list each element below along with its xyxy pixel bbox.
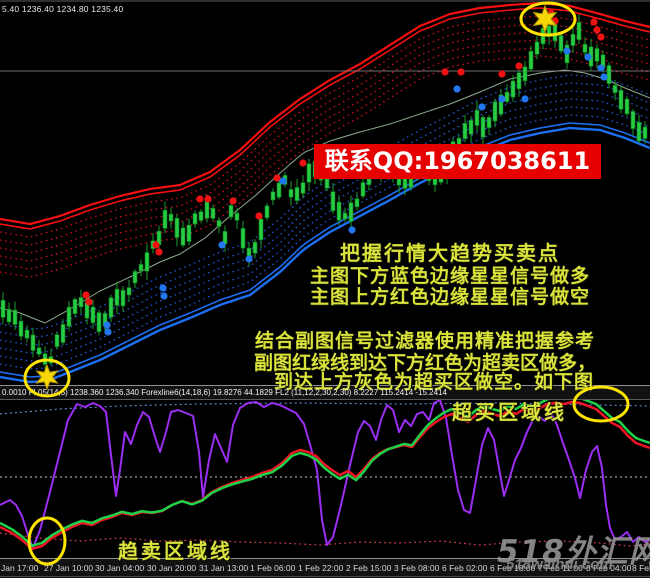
axis-time-label: 8 Feb 21:00 bbox=[632, 563, 650, 573]
oscillator-panel bbox=[0, 400, 650, 551]
watermark-site-name: 518外汇网 bbox=[497, 534, 650, 570]
sell-signal-dot bbox=[299, 159, 307, 167]
annotation-filter-line3: 到达上方灰色为超买区做空。如下图 bbox=[273, 371, 594, 393]
axis-time-label: 6 Feb 02:00 bbox=[442, 563, 488, 573]
lower-band-outer-line bbox=[0, 126, 650, 384]
sell-signal-dot bbox=[551, 17, 559, 25]
axis-time-label: Jan 17:00 bbox=[1, 563, 39, 573]
axis-time-label: 6 Feb 18:00 bbox=[490, 563, 536, 573]
annotation-filter-line2: 副图红绿线到达下方红色为超卖区做多， bbox=[253, 352, 596, 374]
sell-signal-dot bbox=[597, 33, 605, 41]
ohlc-readout: 5.40 1236.40 1234.80 1235.40 bbox=[2, 4, 124, 14]
buy-signal-dot bbox=[218, 241, 226, 249]
buy-signal-dot bbox=[597, 64, 605, 72]
sell-signal-dot bbox=[204, 195, 212, 203]
indicator-values-text: 0.0010 FL05(14,5) 1238.360 1236.340 Fore… bbox=[2, 388, 447, 397]
buy-signal-dot bbox=[103, 321, 111, 329]
buy-signal-dot bbox=[160, 292, 168, 300]
axis-time-label: 1 Feb 06:00 bbox=[250, 563, 296, 573]
oscillator-purple-line bbox=[0, 400, 650, 549]
buy-signal-dot bbox=[104, 328, 112, 336]
sell-signal-dot bbox=[85, 298, 93, 306]
indicator-status-strip bbox=[0, 385, 650, 400]
sell-signal-dot bbox=[590, 18, 598, 26]
sell-signal-dot bbox=[273, 174, 281, 182]
sell-signal-dot bbox=[441, 68, 449, 76]
axis-time-label: 3 Feb 08:00 bbox=[394, 563, 440, 573]
time-axis-strip: Jan 17:00 27 Jan 10:00 30 Jan 04:00 30 Jan … bbox=[0, 558, 650, 578]
oversold-threshold-line bbox=[0, 532, 650, 547]
buy-signal-dot bbox=[245, 255, 253, 263]
sell-signal-dot bbox=[515, 62, 523, 70]
axis-time-label: 7 Feb 11:00 bbox=[538, 563, 583, 573]
oscillator-green-line bbox=[0, 400, 650, 547]
axis-time-label: 1 Feb 22:00 bbox=[298, 563, 344, 573]
sell-signal-dot bbox=[196, 195, 204, 203]
candlesticks bbox=[0, 14, 648, 372]
annotation-filter-line1: 结合副图信号过滤器使用精准把握参考 bbox=[254, 330, 595, 352]
axis-time-label: 27 Jan 10:00 bbox=[44, 563, 94, 573]
buy-signal-dot bbox=[348, 226, 356, 234]
window-top-edge bbox=[0, 0, 650, 2]
sell-signal-dot bbox=[255, 212, 263, 220]
axis-time-label: 30 Jan 04:00 bbox=[95, 563, 145, 573]
buy-signal-dot bbox=[279, 177, 287, 185]
sell-signal-dot bbox=[82, 291, 90, 299]
watermark-site-url: 518waihui.com bbox=[506, 556, 613, 573]
buy-signal-dot bbox=[159, 284, 167, 292]
qq-contact-banner: 联系QQ:1967038611 bbox=[314, 144, 601, 179]
axis-time-label: 8 Feb 04:00 bbox=[586, 563, 632, 573]
annotation-trend-line1: 把握行情大趋势买卖点 bbox=[340, 241, 560, 265]
sell-signal-dot bbox=[152, 241, 160, 249]
annotation-buy-signal-line: 主图下方蓝色边缘星星信号做多 bbox=[309, 265, 590, 287]
sell-signal-dot bbox=[498, 70, 506, 78]
sell-signal-dot bbox=[547, 9, 555, 17]
buy-signal-dot bbox=[563, 47, 571, 55]
axis-time-label: 2 Feb 15:00 bbox=[346, 563, 392, 573]
overbought-zone-label: 超买区域线 bbox=[452, 400, 567, 424]
buy-signal-dot bbox=[521, 95, 529, 103]
buy-signal-dot bbox=[600, 73, 608, 81]
oversold-zone-label: 趋卖区域线 bbox=[118, 539, 233, 563]
sell-signal-dot bbox=[155, 248, 163, 256]
signal-dots bbox=[82, 9, 608, 336]
axis-time-label: 31 Jan 13:00 bbox=[199, 563, 249, 573]
overbought-threshold-line bbox=[0, 402, 650, 415]
axis-divider-line bbox=[0, 576, 650, 577]
sell-signal-dot bbox=[229, 197, 237, 205]
main-price-panel bbox=[0, 1, 650, 384]
sell-signal-dot bbox=[593, 26, 601, 34]
buy-signal-dot bbox=[584, 53, 592, 61]
buy-signal-dot bbox=[478, 103, 486, 111]
upper-band-outer-line bbox=[0, 1, 650, 226]
moving-average-line bbox=[0, 69, 650, 324]
buy-signal-dot bbox=[498, 95, 506, 103]
annotation-sell-signal-line: 主图上方红色边缘星星信号做空 bbox=[309, 286, 590, 308]
buy-signal-dot bbox=[453, 85, 461, 93]
axis-time-label: 30 Jan 20:00 bbox=[147, 563, 197, 573]
sell-signal-dot bbox=[457, 68, 465, 76]
